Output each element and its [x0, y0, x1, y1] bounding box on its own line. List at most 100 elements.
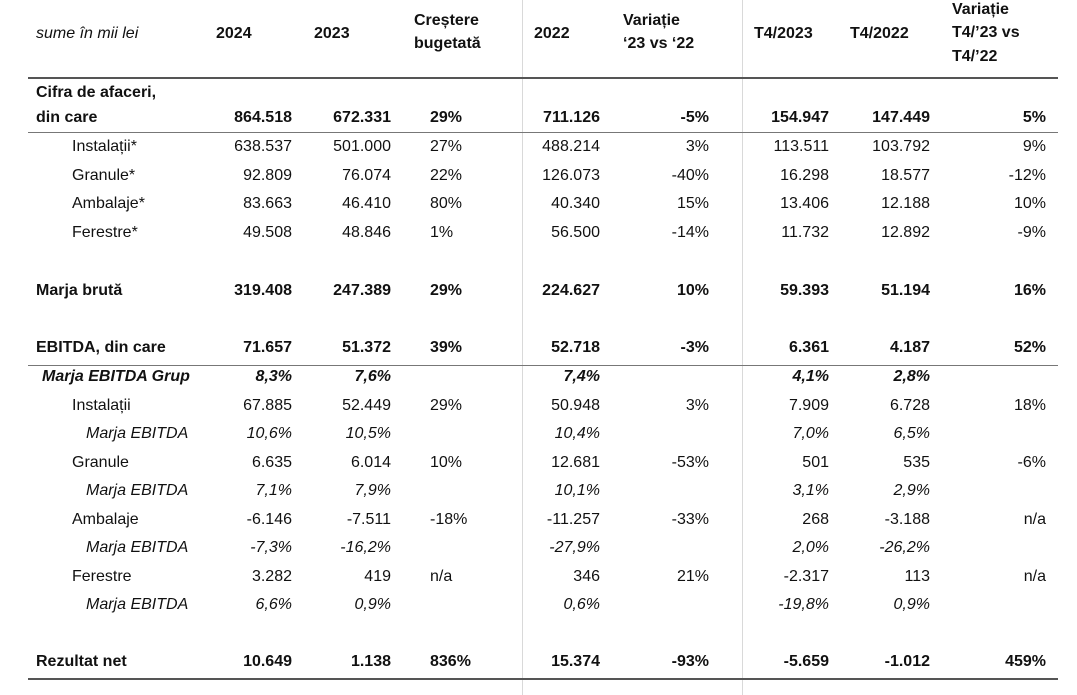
header-rule — [28, 77, 1058, 79]
table-cell: 50.948 — [551, 397, 600, 414]
table-cell: 1% — [430, 224, 454, 241]
table-cell: 6.635 — [251, 454, 292, 471]
row-label: Marja EBITDA — [86, 539, 189, 556]
table-cell: -6.146 — [246, 511, 292, 528]
table-cell: 29% — [430, 109, 463, 126]
table-cell: n/a — [430, 568, 453, 585]
table-cell: -1.012 — [884, 653, 930, 670]
table-cell: 4.187 — [889, 339, 930, 356]
table-cell: 672.331 — [333, 109, 391, 126]
table-cell: 10,5% — [345, 425, 391, 442]
table-cell: -14% — [671, 224, 709, 241]
table-bottom-rule — [28, 678, 1058, 680]
row-label: Granule* — [72, 167, 136, 184]
table-cell: 4,1% — [792, 368, 829, 385]
header-2022: 2022 — [534, 25, 570, 42]
table-cell: 3.282 — [251, 568, 292, 585]
header-q4-2023: T4/2023 — [754, 25, 813, 42]
table-cell: 39% — [430, 339, 463, 356]
table-cell: 6.014 — [350, 454, 391, 471]
table-cell: 10,1% — [554, 482, 600, 499]
table-cell: 501 — [802, 454, 829, 471]
table-cell: 864.518 — [234, 109, 292, 126]
table-cell: 3% — [685, 138, 709, 155]
table-cell: 638.537 — [234, 138, 292, 155]
table-cell: 501.000 — [333, 138, 391, 155]
table-cell: 12.188 — [881, 195, 930, 212]
table-cell: 113 — [904, 568, 930, 585]
column-separator — [522, 0, 523, 695]
table-cell: 15.374 — [551, 653, 600, 670]
table-cell: -18% — [430, 511, 468, 528]
header-q-variation-line3: T4/’22 — [952, 48, 998, 65]
table-cell: 126.073 — [542, 167, 600, 184]
row-label: Marja EBITDA — [86, 425, 189, 442]
table-cell: 2,8% — [893, 368, 930, 385]
table-cell: 59.393 — [780, 282, 829, 299]
row-label: Ambalaje — [72, 511, 139, 528]
table-cell: -26,2% — [879, 539, 930, 556]
table-cell: 13.406 — [780, 195, 829, 212]
table-cell: 67.885 — [243, 397, 292, 414]
table-cell: 52.449 — [342, 397, 391, 414]
row-label: Instalații* — [72, 138, 137, 155]
table-cell: 80% — [430, 195, 463, 212]
table-cell: 16.298 — [780, 167, 829, 184]
table-cell: -40% — [671, 167, 709, 184]
header-q-variation-line2: T4/’23 vs — [952, 24, 1020, 41]
header-2024: 2024 — [216, 25, 252, 42]
table-cell: n/a — [1023, 568, 1046, 585]
header-q-variation-line1: Variație — [952, 1, 1009, 18]
table-cell: 9% — [1022, 138, 1046, 155]
table-cell: -53% — [671, 454, 709, 471]
header-growth-line2: bugetată — [414, 35, 481, 52]
row-label: Rezultat net — [36, 653, 127, 670]
table-cell: 3,1% — [792, 482, 829, 499]
table-cell: -5.659 — [783, 653, 829, 670]
table-cell: 83.663 — [243, 195, 292, 212]
table-cell: 7,6% — [354, 368, 391, 385]
table-cell: 836% — [430, 653, 471, 670]
column-separator — [742, 0, 743, 695]
table-cell: 51.194 — [881, 282, 930, 299]
row-label: Cifra de afaceri, — [36, 84, 157, 101]
header-variation-line1: Variație — [623, 12, 680, 29]
table-cell: -33% — [671, 511, 709, 528]
row-label: Marja EBITDA — [86, 482, 189, 499]
table-cell: 40.340 — [551, 195, 600, 212]
table-cell: n/a — [1023, 511, 1046, 528]
table-cell: 92.809 — [243, 167, 292, 184]
header-growth-line1: Creștere — [414, 12, 479, 29]
table-cell: 6,5% — [893, 425, 930, 442]
table-cell: 2,0% — [792, 539, 829, 556]
table-cell: 27% — [430, 138, 463, 155]
row-label: Marja EBITDA — [86, 596, 189, 613]
table-cell: 16% — [1013, 282, 1046, 299]
table-cell: 7,1% — [255, 482, 292, 499]
table-cell: 0,9% — [893, 596, 930, 613]
header-2023: 2023 — [314, 25, 350, 42]
table-cell: 71.657 — [243, 339, 292, 356]
table-cell: 346 — [573, 568, 600, 585]
table-cell: 113.511 — [773, 138, 829, 155]
table-cell: -12% — [1008, 167, 1046, 184]
table-cell: -16,2% — [340, 539, 391, 556]
table-cell: 711.126 — [543, 109, 600, 126]
table-cell: 46.410 — [342, 195, 391, 212]
row-label: Instalații — [72, 397, 131, 414]
table-cell: 51.372 — [342, 339, 391, 356]
table-cell: 224.627 — [542, 282, 600, 299]
table-cell: 1.138 — [350, 653, 391, 670]
table-cell: 10% — [676, 282, 709, 299]
table-cell: 52% — [1013, 339, 1046, 356]
table-cell: 459% — [1005, 653, 1046, 670]
table-cell: 319.408 — [234, 282, 292, 299]
table-cell: 147.449 — [872, 109, 930, 126]
table-cell: -27,9% — [549, 539, 600, 556]
row-label: Ambalaje* — [72, 195, 145, 212]
table-cell: 10% — [1013, 195, 1046, 212]
table-cell: -7,3% — [250, 539, 292, 556]
table-cell: 10% — [430, 454, 463, 471]
table-cell: 6,6% — [255, 596, 292, 613]
table-cell: 15% — [676, 195, 709, 212]
